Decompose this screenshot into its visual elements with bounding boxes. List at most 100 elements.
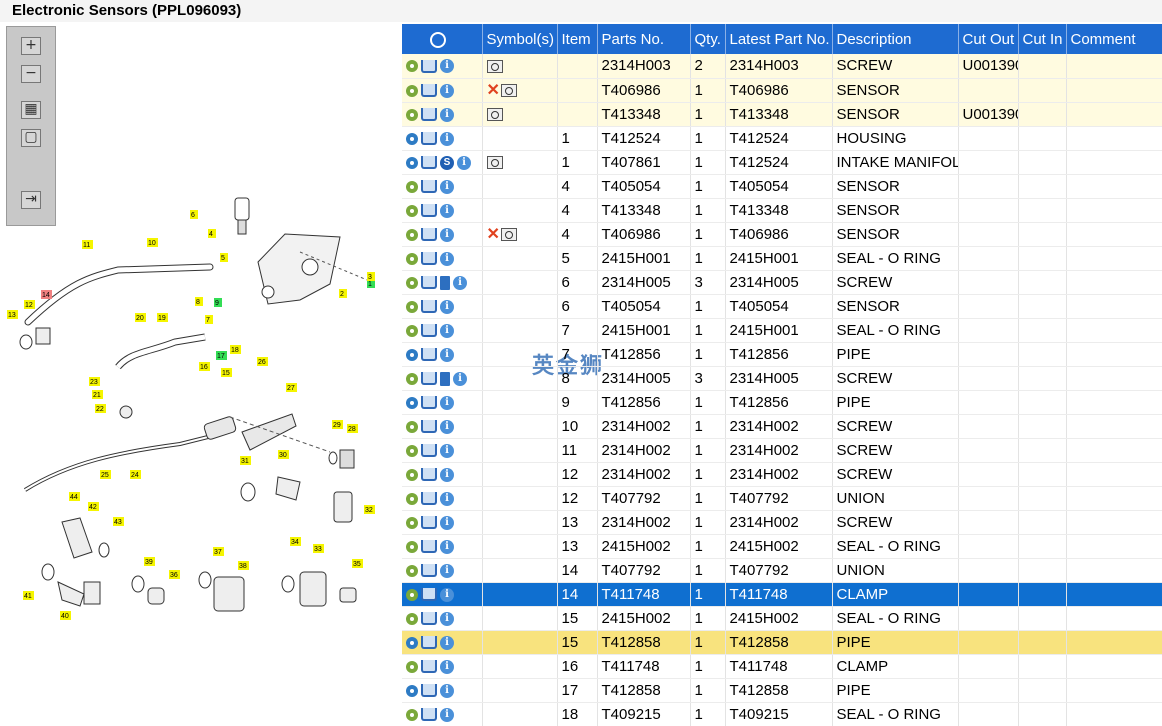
gear-icon[interactable] xyxy=(406,588,418,601)
column-header-symbols[interactable]: Symbol(s) xyxy=(482,24,558,54)
table-row[interactable]: i 12 T407792 1 T407792 UNION xyxy=(402,486,1162,511)
callout-11[interactable]: 11 xyxy=(82,240,93,249)
view-in-diagram-icon[interactable] xyxy=(486,156,503,170)
table-row[interactable]: i 7 2415H001 1 2415H001 SEAL - O RING xyxy=(402,318,1162,343)
callout-22[interactable]: 22 xyxy=(95,404,106,413)
info-icon[interactable]: i xyxy=(440,323,454,338)
table-row[interactable]: i 4 T413348 1 T413348 SENSOR xyxy=(402,198,1162,223)
column-header-cut-in[interactable]: Cut In xyxy=(1018,24,1067,54)
info-icon[interactable]: i xyxy=(440,107,454,122)
add-to-cart-icon[interactable] xyxy=(421,108,437,122)
column-header-cut-out[interactable]: Cut Out xyxy=(958,24,1019,54)
column-header-comment[interactable]: Comment xyxy=(1066,24,1162,54)
callout-13[interactable]: 13 xyxy=(7,310,18,319)
column-header-actions[interactable] xyxy=(402,24,483,54)
add-to-cart-icon[interactable] xyxy=(421,516,437,530)
gear-icon[interactable] xyxy=(406,276,418,289)
info-icon[interactable]: i xyxy=(440,419,454,434)
add-to-cart-icon[interactable] xyxy=(421,180,437,194)
table-row[interactable]: i 14 T411748 1 T411748 CLAMP xyxy=(402,582,1162,607)
gear-icon[interactable] xyxy=(406,84,418,97)
info-icon[interactable]: i xyxy=(440,395,454,410)
callout-19[interactable]: 19 xyxy=(157,313,168,322)
add-to-cart-icon[interactable] xyxy=(421,660,437,674)
supersession-icon[interactable]: S xyxy=(440,155,454,170)
callout-1[interactable]: 1 xyxy=(367,279,375,288)
view-in-diagram-icon[interactable] xyxy=(500,83,517,97)
table-row[interactable]: i 1 T412524 1 T412524 HOUSING xyxy=(402,126,1162,151)
info-icon[interactable]: i xyxy=(440,131,454,146)
table-row[interactable]: i 14 T407792 1 T407792 UNION xyxy=(402,558,1162,583)
callout-20[interactable]: 20 xyxy=(135,313,146,322)
gear-icon[interactable] xyxy=(406,516,418,529)
gear-icon[interactable] xyxy=(406,180,418,193)
callout-12[interactable]: 12 xyxy=(24,300,35,309)
info-icon[interactable]: i xyxy=(440,467,454,482)
callout-31[interactable]: 31 xyxy=(240,456,251,465)
callout-16[interactable]: 16 xyxy=(199,362,210,371)
info-icon[interactable]: i xyxy=(453,371,467,386)
export-button[interactable]: ⇥ xyxy=(21,191,41,209)
add-to-cart-icon[interactable] xyxy=(421,420,437,434)
add-to-cart-icon[interactable] xyxy=(421,204,437,218)
callout-29[interactable]: 29 xyxy=(332,420,343,429)
table-row[interactable]: i 17 T412858 1 T412858 PIPE xyxy=(402,678,1162,703)
parts-grid[interactable]: Symbol(s) Item Parts No. Qty. Latest Par… xyxy=(402,24,1162,726)
add-to-cart-icon[interactable] xyxy=(421,348,437,362)
table-row[interactable]: i 16 T411748 1 T411748 CLAMP xyxy=(402,654,1162,679)
add-to-cart-icon[interactable] xyxy=(421,84,437,98)
callout-14[interactable]: 14 xyxy=(41,290,52,299)
add-to-cart-icon[interactable] xyxy=(421,252,437,266)
callout-38[interactable]: 38 xyxy=(238,561,249,570)
add-to-cart-icon[interactable] xyxy=(421,468,437,482)
callout-6[interactable]: 6 xyxy=(190,210,198,219)
callout-8[interactable]: 8 xyxy=(195,297,203,306)
callout-21[interactable]: 21 xyxy=(92,390,103,399)
callout-2[interactable]: 2 xyxy=(339,289,347,298)
table-row[interactable]: i 11 2314H002 1 2314H002 SCREW xyxy=(402,438,1162,463)
table-row[interactable]: i 9 T412856 1 T412856 PIPE xyxy=(402,390,1162,415)
callout-17[interactable]: 17 xyxy=(216,351,227,360)
table-row[interactable]: i 2314H003 2 2314H003 SCREW U001390 xyxy=(402,54,1162,79)
column-header-qty[interactable]: Qty. xyxy=(690,24,726,54)
callout-27[interactable]: 27 xyxy=(286,383,297,392)
gear-icon[interactable] xyxy=(406,660,418,673)
callout-9[interactable]: 9 xyxy=(214,298,222,307)
info-icon[interactable]: i xyxy=(440,683,454,698)
info-icon[interactable]: i xyxy=(440,251,454,266)
add-to-cart-icon[interactable] xyxy=(421,684,437,698)
info-icon[interactable]: i xyxy=(440,515,454,530)
table-row[interactable]: i 10 2314H002 1 2314H002 SCREW xyxy=(402,414,1162,439)
info-icon[interactable]: i xyxy=(440,59,454,74)
add-to-cart-icon[interactable] xyxy=(421,540,437,554)
callout-32[interactable]: 32 xyxy=(364,505,375,514)
info-icon[interactable]: i xyxy=(440,707,454,722)
table-row[interactable]: i ✕ T406986 1 T406986 SENSOR xyxy=(402,78,1162,103)
callout-25[interactable]: 25 xyxy=(100,470,111,479)
add-to-cart-icon[interactable] xyxy=(421,636,437,650)
info-icon[interactable]: i xyxy=(440,443,454,458)
info-icon[interactable]: i xyxy=(440,83,454,98)
view-in-diagram-icon[interactable] xyxy=(486,108,503,122)
callout-30[interactable]: 30 xyxy=(278,450,289,459)
search-parts-icon[interactable] xyxy=(430,31,446,48)
gear-icon[interactable] xyxy=(406,300,418,313)
gear-icon[interactable] xyxy=(406,564,418,577)
column-header-description[interactable]: Description xyxy=(832,24,959,54)
info-icon[interactable]: i xyxy=(440,491,454,506)
info-icon[interactable]: i xyxy=(440,635,454,650)
info-icon[interactable]: i xyxy=(440,299,454,314)
info-icon[interactable]: i xyxy=(440,611,454,626)
assembly-gear-icon[interactable] xyxy=(406,156,418,169)
callout-3[interactable]: 3 xyxy=(367,272,375,281)
callout-34[interactable]: 34 xyxy=(290,537,301,546)
info-icon[interactable]: i xyxy=(440,587,454,602)
zoom-in-button[interactable]: + xyxy=(21,37,41,55)
gear-icon[interactable] xyxy=(406,444,418,457)
info-icon[interactable]: i xyxy=(440,563,454,578)
add-to-cart-icon[interactable] xyxy=(421,276,437,290)
add-to-cart-icon[interactable] xyxy=(421,228,437,242)
view-in-diagram-icon[interactable] xyxy=(500,227,517,241)
add-to-cart-icon[interactable] xyxy=(421,564,437,578)
